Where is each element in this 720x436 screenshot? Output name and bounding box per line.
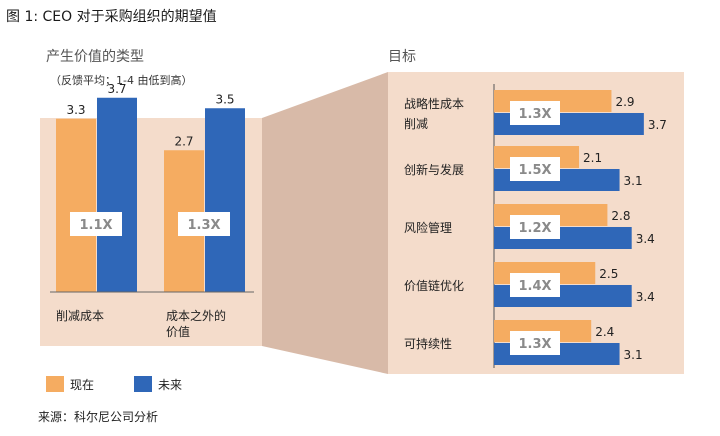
category-label-1-line-1: 价值: [166, 324, 190, 339]
category-label-1-line-0: 成本之外的: [166, 308, 226, 323]
legend-future-label: 未来: [158, 378, 183, 392]
hratio-box-3: [510, 273, 560, 297]
hcategory-label-0-line-0: 战略性成本: [404, 96, 464, 111]
hdata-label-future-1: 3.1: [624, 174, 643, 188]
ratio-box-0: [70, 212, 122, 236]
hratio-label-0: 1.3X: [518, 107, 551, 122]
hratio-box-1: [510, 157, 560, 181]
hdata-label-current-0: 2.9: [615, 95, 634, 109]
left-chart-title: 产生价值的类型: [46, 49, 144, 65]
hratio-label-4: 1.3X: [518, 337, 551, 352]
hratio-label-2: 1.2X: [518, 221, 551, 236]
hratio-box-2: [510, 215, 560, 239]
hcategory-label-1: 创新与发展: [404, 162, 464, 177]
right-chart-title: 目标: [388, 49, 416, 65]
hcategory-label-3: 价值链优化: [404, 278, 464, 293]
hdata-label-future-3: 3.4: [636, 290, 655, 304]
hdata-label-current-4: 2.4: [595, 325, 614, 339]
hratio-label-1: 1.5X: [518, 163, 551, 178]
data-label-future-1: 3.5: [215, 92, 234, 106]
category-label-0: 削减成本: [56, 309, 104, 323]
data-label-current-0: 3.3: [66, 103, 85, 117]
hdata-label-current-2: 2.8: [611, 209, 630, 223]
hratio-box-4: [510, 331, 560, 355]
hdata-label-future-4: 3.1: [624, 348, 643, 362]
left-chart-subtitle: （反馈平均；1-4 由低到高）: [50, 74, 193, 87]
funnel-connector: [262, 72, 388, 374]
data-label-future-0: 3.7: [107, 82, 126, 96]
ratio-box-1: [178, 212, 230, 236]
hdata-label-future-0: 3.7: [648, 118, 667, 132]
legend-current-swatch: [46, 376, 64, 392]
hdata-label-current-3: 2.5: [599, 267, 618, 281]
hdata-label-current-1: 2.1: [583, 151, 602, 165]
hratio-label-3: 1.4X: [518, 279, 551, 294]
bar-future-1: [205, 108, 245, 292]
bar-current-0: [56, 118, 96, 292]
bar-future-0: [97, 97, 137, 292]
legend-future-swatch: [134, 376, 152, 392]
hdata-label-future-2: 3.4: [636, 232, 655, 246]
figure-title: 图 1: CEO 对于采购组织的期望值: [6, 9, 217, 25]
ratio-label-0: 1.1X: [79, 218, 112, 233]
legend-current-label: 现在: [70, 378, 95, 392]
source-note: 来源：科尔尼公司分析: [38, 410, 159, 424]
hcategory-label-4: 可持续性: [404, 336, 452, 351]
hcategory-label-0-line-1: 削减: [404, 117, 428, 131]
hcategory-label-2: 风险管理: [404, 220, 452, 235]
data-label-current-1: 2.7: [174, 134, 193, 148]
ratio-label-1: 1.3X: [187, 218, 220, 233]
hratio-box-0: [510, 101, 560, 125]
